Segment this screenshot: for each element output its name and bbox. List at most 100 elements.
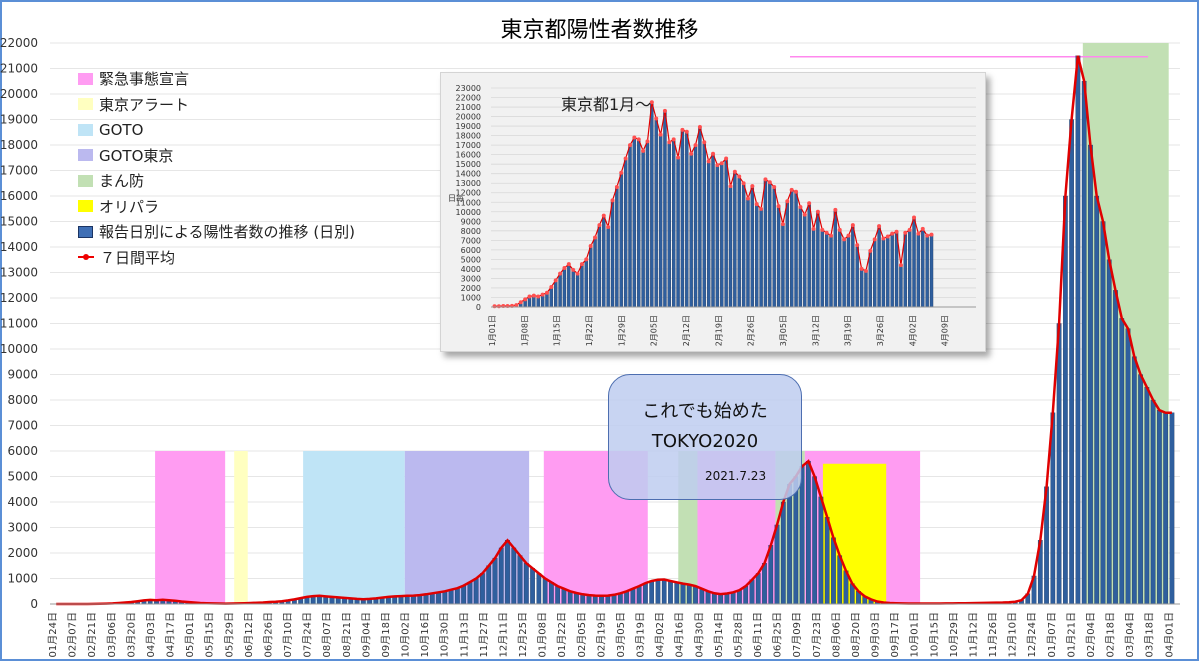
bar xyxy=(442,591,448,605)
legend-swatch xyxy=(78,72,93,85)
inset-bar xyxy=(637,139,641,308)
inset-avg-point xyxy=(842,237,847,242)
inset-avg-point xyxy=(855,243,860,248)
inset-avg-point xyxy=(719,161,724,166)
bar xyxy=(1144,387,1150,605)
inset-bar xyxy=(676,157,680,308)
x-tick-label: 05月29日 xyxy=(223,612,235,657)
bar xyxy=(536,573,542,605)
inset-y-tick: 0 xyxy=(476,303,481,312)
inset-avg-point xyxy=(680,127,685,132)
x-tick-label: 03月05日 xyxy=(615,612,627,657)
band-東京アラート xyxy=(234,451,248,604)
inset-avg-point xyxy=(658,132,663,137)
inset-avg-point xyxy=(531,293,536,298)
inset-avg-point xyxy=(728,184,733,189)
inset-bar xyxy=(580,264,584,308)
bar xyxy=(674,582,680,605)
bar xyxy=(1106,259,1112,605)
inset-avg-point xyxy=(907,227,912,232)
chart-title: 東京都陽性者数推移 xyxy=(500,18,699,43)
bar xyxy=(793,476,799,605)
inset-x-tick: 2月26日 xyxy=(747,315,756,346)
bar xyxy=(1157,410,1162,605)
y-tick-label: 5000 xyxy=(7,470,38,484)
inset-avg-point xyxy=(702,140,707,145)
x-tick-label: 10月16日 xyxy=(419,612,431,657)
inset-y-tick: 21000 xyxy=(456,103,481,112)
x-tick-label: 01月21日 xyxy=(1065,612,1077,657)
inset-x-tick: 4月09日 xyxy=(941,315,950,346)
inset-avg-point xyxy=(824,230,829,235)
bar xyxy=(730,592,736,605)
legend-item: 緊急事態宣言 xyxy=(78,66,355,92)
inset-bar xyxy=(733,171,737,308)
x-tick-label: 12月11日 xyxy=(497,612,509,657)
inset-bar xyxy=(558,273,562,308)
x-tick-label: 11月26日 xyxy=(987,612,999,657)
inset-x-tick: 2月05日 xyxy=(650,315,659,346)
bar xyxy=(530,568,535,605)
inset-bar xyxy=(741,183,746,308)
x-tick-label: 09月03日 xyxy=(870,612,882,657)
legend-swatch xyxy=(78,200,93,213)
y-tick-label: 12000 xyxy=(0,291,38,305)
bar xyxy=(517,555,523,605)
inset-bar xyxy=(693,144,698,308)
inset-avg-point xyxy=(925,233,930,238)
inset-bar xyxy=(838,229,842,308)
x-tick-label: 08月21日 xyxy=(341,612,353,657)
inset-avg-point xyxy=(754,202,759,207)
x-tick-label: 03月18日 xyxy=(1144,612,1156,657)
inset-avg-point xyxy=(527,294,532,299)
inset-y-tick: 19000 xyxy=(456,122,481,131)
inset-y-tick: 13000 xyxy=(456,179,481,188)
bar xyxy=(561,588,567,605)
y-tick-label: 8000 xyxy=(7,393,38,407)
inset-x-tick: 3月12日 xyxy=(811,315,820,346)
inset-x-tick: 2月19日 xyxy=(714,315,723,346)
inset-chart-panel: 0 1000 2000 3000 4000 5000 6000 7000 8000 9000 100… xyxy=(440,72,986,352)
x-tick-label: 12月10日 xyxy=(1007,612,1019,657)
inset-x-tick: 3月05日 xyxy=(779,315,788,346)
y-tick-label: 19000 xyxy=(0,113,38,127)
y-tick-label: 13000 xyxy=(0,266,38,280)
inset-avg-point xyxy=(584,257,589,262)
bar xyxy=(1094,195,1100,605)
bar xyxy=(749,579,755,605)
bar xyxy=(505,540,510,605)
tokyo2020-callout: これでも始めた TOKYO2020 2021.7.23 xyxy=(608,374,802,500)
band-GOTO xyxy=(303,451,405,604)
bar xyxy=(436,592,441,605)
inset-avg-point xyxy=(523,297,528,302)
inset-bar xyxy=(737,176,741,308)
inset-bar xyxy=(798,206,803,308)
inset-avg-point xyxy=(829,233,834,238)
bar xyxy=(429,593,435,605)
inset-y-tick: 6000 xyxy=(461,246,481,255)
inset-bar xyxy=(706,161,711,308)
inset-avg-point xyxy=(877,224,882,229)
inset-y-tick: 23000 xyxy=(456,84,481,93)
legend-swatch xyxy=(78,98,93,111)
inset-avg-point xyxy=(671,137,676,142)
inset-y-tick: 10000 xyxy=(456,208,481,217)
inset-avg-point xyxy=(833,207,838,212)
inset-bar xyxy=(680,129,685,308)
y-tick-label: 15000 xyxy=(0,215,38,229)
x-tick-label: 04月30日 xyxy=(693,612,705,657)
bar xyxy=(1150,399,1156,605)
bar xyxy=(737,590,742,605)
inset-bar xyxy=(886,236,890,308)
inset-x-tick: 1月08日 xyxy=(520,315,529,346)
inset-x-tick: 1月15日 xyxy=(553,315,562,346)
x-tick-label: 08月20日 xyxy=(850,612,862,657)
inset-bar xyxy=(851,224,855,308)
inset-bar xyxy=(925,235,929,308)
bar xyxy=(1056,323,1062,605)
bar xyxy=(837,555,843,605)
inset-bar xyxy=(554,280,558,308)
inset-avg-point xyxy=(859,266,864,271)
inset-y-tick: 11000 xyxy=(456,198,481,207)
